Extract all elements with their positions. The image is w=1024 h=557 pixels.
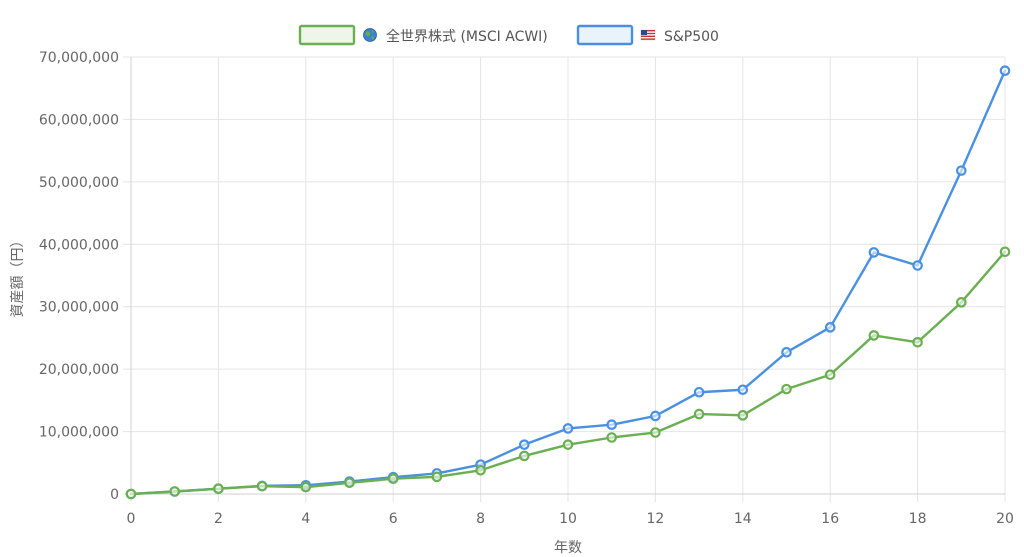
y-tick-label: 50,000,000 — [39, 175, 119, 191]
data-point[interactable] — [912, 260, 923, 271]
x-tick-label: 8 — [476, 511, 485, 527]
data-point[interactable] — [125, 488, 137, 500]
series-acwi — [125, 246, 1011, 500]
series-lines — [125, 65, 1011, 500]
y-axis-title: 資産額（円） — [10, 234, 26, 318]
x-tick-label: 4 — [301, 511, 310, 527]
data-point[interactable] — [606, 419, 617, 431]
data-point[interactable] — [999, 246, 1011, 258]
y-tick-label: 0 — [110, 487, 119, 503]
x-tick-label: 16 — [821, 511, 839, 527]
axes: 0 10,000,000 20,000,000 30,000,000 40,000,00… — [39, 50, 1014, 527]
legend-label-acwi: 全世界株式 (MSCI ACWI) — [386, 28, 548, 45]
legend[interactable]: 全世界株式 (MSCI ACWI) S&P500 — [298, 24, 719, 46]
x-tick-label: 0 — [127, 511, 136, 527]
x-tick-label: 14 — [734, 511, 752, 527]
data-point[interactable] — [606, 432, 617, 443]
legend-item-sp500[interactable]: S&P500 — [576, 24, 719, 46]
data-point[interactable] — [387, 473, 399, 485]
y-tick-label: 40,000,000 — [39, 237, 119, 253]
y-tick-label: 30,000,000 — [39, 300, 119, 316]
data-point[interactable] — [781, 346, 792, 358]
data-point[interactable] — [693, 386, 705, 398]
legend-item-acwi[interactable]: 全世界株式 (MSCI ACWI) — [298, 24, 548, 46]
data-point[interactable] — [169, 486, 180, 497]
legend-swatch-sp500[interactable] — [576, 24, 634, 46]
legend-label-sp500: S&P500 — [664, 29, 719, 45]
data-point[interactable] — [912, 336, 923, 348]
data-point[interactable] — [475, 464, 486, 476]
data-point[interactable] — [300, 481, 312, 493]
data-point[interactable] — [518, 450, 530, 462]
x-tick-label: 20 — [996, 511, 1014, 527]
x-tick-label: 2 — [214, 511, 223, 527]
data-point[interactable] — [781, 383, 792, 395]
x-tick-label: 6 — [389, 511, 398, 527]
legend-swatch-acwi[interactable] — [298, 24, 356, 46]
data-point[interactable] — [955, 165, 967, 176]
x-tick-label: 18 — [909, 511, 927, 527]
data-point[interactable] — [737, 384, 749, 396]
data-point[interactable] — [650, 410, 661, 422]
x-tick-label: 12 — [646, 511, 664, 527]
data-point[interactable] — [693, 408, 705, 420]
data-point[interactable] — [955, 297, 967, 308]
data-point[interactable] — [213, 483, 224, 494]
data-point[interactable] — [256, 480, 268, 492]
data-point[interactable] — [562, 423, 574, 434]
data-point[interactable] — [999, 65, 1011, 77]
data-point[interactable] — [737, 410, 749, 421]
data-point[interactable] — [650, 427, 661, 438]
us-flag-icon — [640, 29, 656, 41]
data-point[interactable] — [518, 439, 530, 450]
data-point[interactable] — [344, 477, 355, 489]
y-tick-label: 20,000,000 — [39, 362, 119, 378]
y-tick-label: 60,000,000 — [39, 112, 119, 128]
x-axis-title: 年数 — [554, 540, 582, 556]
data-point[interactable] — [868, 330, 880, 341]
globe-icon — [363, 28, 377, 42]
data-point[interactable] — [431, 471, 443, 483]
data-point[interactable] — [824, 322, 836, 333]
y-tick-label: 70,000,000 — [39, 50, 119, 66]
y-tick-label: 10,000,000 — [39, 425, 119, 441]
grid — [123, 56, 1006, 502]
data-point[interactable] — [824, 369, 836, 381]
x-tick-label: 10 — [559, 511, 577, 527]
data-point[interactable] — [868, 247, 880, 258]
data-point[interactable] — [562, 439, 574, 450]
